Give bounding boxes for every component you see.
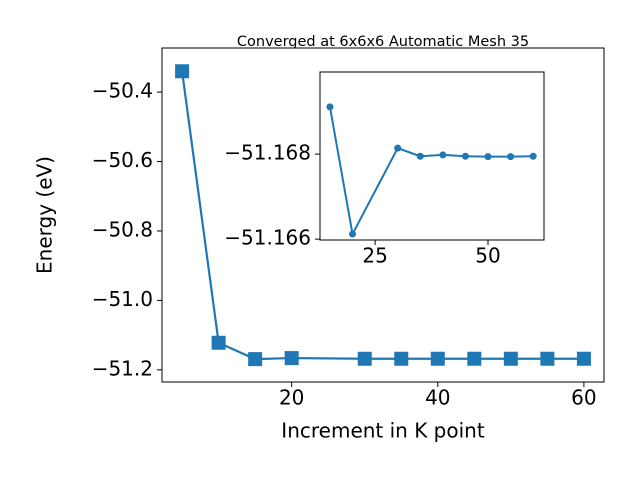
x-tick-label: 60: [571, 386, 596, 410]
marker: [326, 103, 334, 111]
y-tick-label: −50.4: [92, 79, 153, 103]
marker: [529, 152, 537, 160]
marker: [284, 351, 299, 366]
marker: [394, 351, 409, 366]
marker: [430, 351, 445, 366]
marker: [461, 152, 469, 160]
y-tick-label: −51.0: [92, 287, 153, 311]
marker: [540, 351, 555, 366]
x-axis-label: Increment in K point: [281, 419, 485, 443]
marker: [484, 153, 492, 161]
y-tick-label: −50.6: [92, 148, 153, 172]
marker: [357, 351, 372, 366]
x-tick-label: 20: [279, 386, 304, 410]
x-tick-label: 50: [475, 244, 500, 268]
marker: [507, 153, 515, 161]
y-tick-label: −51.168: [224, 141, 311, 165]
marker: [416, 152, 424, 160]
chart-title: Converged at 6x6x6 Automatic Mesh 35: [237, 34, 529, 50]
x-tick-label: 25: [362, 244, 387, 268]
x-tick-label: 40: [425, 386, 450, 410]
marker: [349, 230, 357, 238]
marker: [175, 64, 190, 79]
y-tick-label: −50.8: [92, 217, 153, 241]
y-tick-label: −51.166: [224, 226, 311, 250]
marker: [394, 144, 402, 152]
marker: [467, 351, 482, 366]
marker: [211, 335, 226, 350]
y-axis-label: Energy (eV): [33, 156, 57, 274]
marker: [576, 351, 591, 366]
marker: [503, 351, 518, 366]
marker: [248, 352, 263, 367]
y-tick-label: −51.2: [92, 356, 153, 380]
marker: [439, 151, 447, 159]
